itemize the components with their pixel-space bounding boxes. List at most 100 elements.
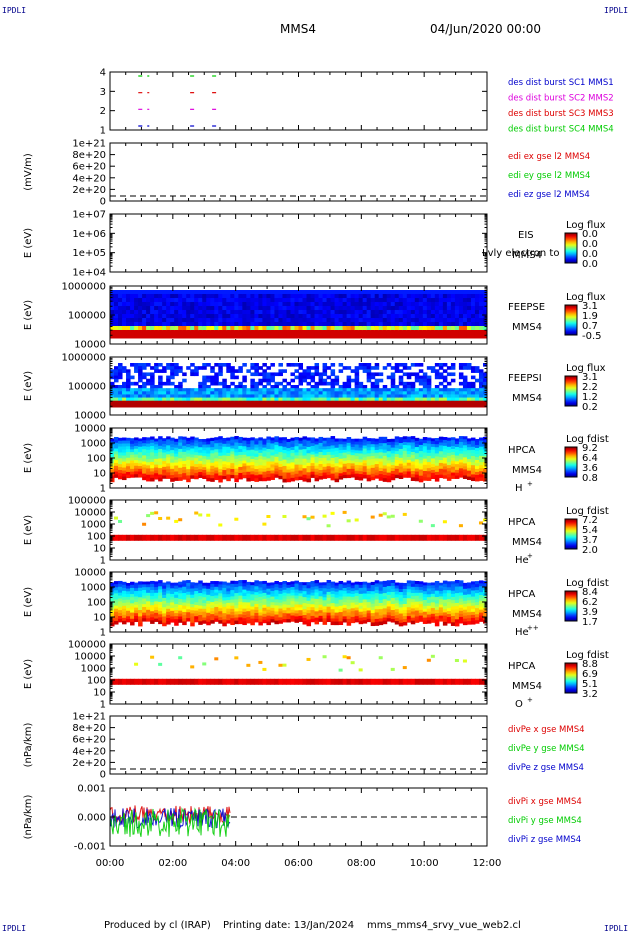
panel-feepsi-cell — [162, 381, 167, 386]
panel-feepse-cell — [470, 330, 476, 335]
panel-hpca_h-cell — [186, 440, 191, 445]
panel-feepse-cell — [450, 330, 456, 335]
panel-feepsi-cell — [174, 388, 179, 392]
panel-feepsi-cell — [254, 372, 259, 377]
panel-hpca_h-cell — [370, 467, 376, 472]
panel-feepsi-cell — [242, 385, 247, 389]
panel-hpca_he2-cell — [250, 621, 255, 626]
panel-hpca_h-cell — [234, 478, 239, 483]
panel-hpca_h-cell — [154, 450, 159, 454]
panel-hpca_he2-cell — [222, 619, 227, 624]
panel-feepsi-cell — [382, 400, 388, 405]
panel-feepsi-cell — [258, 397, 263, 402]
panel-hpca_h-cell — [414, 450, 420, 454]
panel-hpca_h-cell — [334, 447, 340, 452]
panel-hpca_he2-cell — [214, 601, 219, 605]
panel-feepsi-cell — [450, 397, 456, 402]
panel-hpca_h-cell — [182, 460, 187, 465]
panel-feepsi-cell — [246, 397, 251, 402]
panel-hpca_he1-cell — [422, 534, 428, 541]
panel-hpca_h-cell — [146, 443, 151, 448]
panel-feepse-cell — [130, 326, 135, 331]
panel-hpca_he2-cell — [122, 617, 127, 622]
panel-hpca_h-cell — [158, 445, 163, 450]
panel-feepse-cell — [394, 302, 400, 307]
panel-feepse-cell — [150, 314, 155, 319]
panel-feepse-cell — [150, 302, 155, 307]
panel-feepsi-cell — [258, 400, 263, 405]
panel-feepse-cell — [402, 322, 408, 327]
panel-hpca_he2-cell — [230, 621, 235, 626]
panel-hpca_h-cell — [130, 474, 135, 478]
panel-feepse-cell — [202, 306, 207, 311]
panel-hpca_he2-cell — [186, 615, 191, 619]
panel-feepsi-cell — [306, 381, 312, 386]
panel-hpca_he2-cell — [118, 586, 123, 591]
panel-hpca_he2-cell — [146, 612, 151, 616]
panel-feepsi-cell — [382, 388, 388, 392]
panel-feepse-cell — [222, 298, 227, 303]
panel-hpca_h-cell — [274, 474, 279, 478]
panel-feepse-cell — [378, 290, 384, 295]
panel-feepsi-cell — [210, 375, 215, 380]
panel-hpca_h-cell — [314, 456, 320, 461]
panel-hpca_h-cell — [378, 464, 384, 469]
panel-hpca_h-cell — [406, 442, 412, 446]
panel-feepsi-cell — [170, 394, 175, 399]
panel-hpca_h-cell — [182, 464, 187, 468]
panel-hpca_h-cell — [262, 471, 267, 476]
panel-feepse-cell — [214, 302, 219, 307]
panel-hpca_h-cell — [314, 465, 320, 470]
panel-feepse-cell — [450, 290, 456, 295]
panel-feepse-cell — [342, 302, 348, 307]
panel-hpca_he2-cell — [202, 585, 207, 590]
panel-hpca_he2-cell — [286, 604, 291, 609]
panel-hpca_he1-cell — [254, 534, 259, 541]
panel-feepsi-colorbar — [564, 375, 578, 407]
panel-hpca_he2-cell — [190, 604, 195, 608]
panel-hpca_h-cell — [222, 446, 227, 451]
panel-hpca_h-cell — [270, 473, 275, 477]
panel-feepsi-cell — [218, 363, 223, 367]
panel-feepse-cell — [466, 294, 472, 299]
panel-feepse-cell — [378, 306, 384, 311]
panel-hpca_h-cell — [286, 441, 291, 446]
panel-hpca_h-cell — [310, 437, 316, 441]
panel-feepse-cell — [346, 330, 352, 335]
panel-hpca_h-cell — [434, 471, 440, 476]
panel-feepse-cell — [406, 322, 412, 327]
panel-hpca_h-cell — [250, 443, 255, 448]
panel-hpca_h-cell — [402, 436, 408, 440]
panel-feepsi-cell — [134, 403, 139, 408]
panel-eis-colorbar-title: Log flux — [566, 220, 606, 231]
panel-hpca_he2-cell — [246, 599, 251, 603]
panel-feepsi-cell — [398, 400, 404, 405]
panel-hpca_h-cell — [422, 437, 428, 441]
panel-hpca_he2-cell — [214, 618, 219, 622]
panel-eis-frame — [109, 213, 488, 273]
panel-feepsi-cell — [318, 378, 324, 383]
panel-feepse-cell — [398, 294, 404, 299]
panel-feepsi-cell — [294, 403, 299, 408]
panel-hpca_h-cell — [434, 447, 440, 451]
panel-feepsi-cell — [222, 400, 227, 405]
panel-feepse-cell — [334, 298, 340, 303]
panel-feepse-cell — [210, 294, 215, 299]
panel-feepsi-cell — [138, 372, 143, 377]
panel-feepsi-cell — [414, 363, 420, 367]
panel-feepse-cell — [318, 330, 324, 335]
panel-hpca_h-cell — [126, 440, 131, 444]
panel-hpca_he1-cell — [266, 514, 271, 518]
panel-feepsi-cell — [118, 372, 123, 377]
panel-feepse-cell — [294, 310, 299, 315]
panel-feepse-cell — [286, 302, 291, 307]
panel-hpca_h-cell — [310, 451, 316, 456]
panel-hpca_h-cell — [354, 444, 360, 448]
panel-feepsi-cell — [218, 388, 223, 392]
panel-hpca_h-cell — [434, 459, 440, 464]
panel-feepsi-cell — [238, 400, 243, 405]
panel-hpca_he1-cell — [414, 534, 420, 541]
panel-feepsi-cell — [370, 366, 376, 370]
panel-hpca_h-cell — [182, 467, 187, 471]
panel-hpca_he2-cell — [274, 587, 279, 591]
